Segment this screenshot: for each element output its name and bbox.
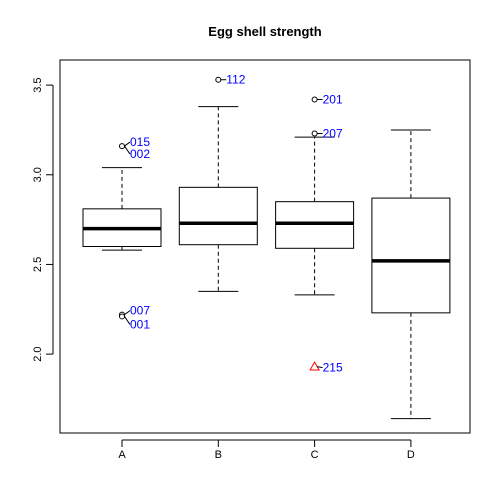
outlier-label: 201 (323, 92, 343, 106)
outlier-leader (124, 145, 131, 155)
x-tick-label: C (311, 449, 319, 461)
y-tick-label: 3.5 (32, 77, 44, 92)
outlier-marker (309, 361, 320, 371)
outlier-label: 001 (130, 317, 150, 331)
x-tick-label: A (118, 449, 126, 461)
x-tick-label: B (215, 449, 222, 461)
y-tick-label: 2.5 (32, 257, 44, 272)
box-D (371, 129, 451, 420)
y-axis: 2.0 2.5 3.0 3.5 (32, 77, 54, 362)
y-tick-label: 2.0 (32, 346, 44, 361)
y-tick-label: 3.0 (32, 167, 44, 182)
outlier-leader (124, 141, 131, 147)
outlier-leader (317, 366, 323, 369)
outlier-label: 007 (130, 304, 150, 318)
outlier-label: 002 (130, 147, 150, 161)
plot-frame (59, 59, 471, 434)
box-A (82, 167, 162, 251)
box-series (82, 106, 451, 420)
box-iqr (371, 197, 451, 314)
outlier-marker (215, 76, 222, 83)
outlier-label: 112 (226, 73, 245, 87)
outlier-leader (124, 316, 131, 325)
box-B (178, 106, 258, 292)
outlier-marker (311, 130, 318, 137)
box-iqr (275, 201, 355, 249)
chart-title: Egg shell strength (208, 24, 321, 39)
box-C (275, 136, 355, 296)
outlier-marker (119, 143, 125, 150)
x-tick-label: D (407, 449, 415, 461)
outlier-label: 015 (130, 135, 150, 149)
x-axis: A B C D (118, 439, 415, 461)
outlier-label: 215 (323, 361, 343, 375)
outlier-marker (311, 96, 318, 103)
outlier-label: 207 (323, 127, 343, 141)
outlier-marker (119, 313, 125, 320)
box-iqr (178, 186, 258, 246)
outlier-leader (124, 310, 131, 316)
